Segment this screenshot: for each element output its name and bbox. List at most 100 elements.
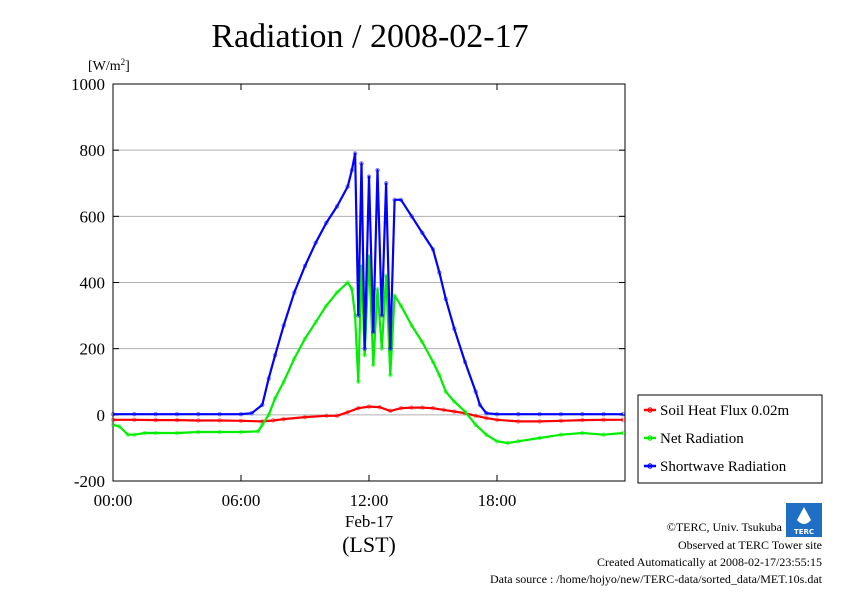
data-point-shortwave-radiation (601, 411, 606, 417)
legend-label: Net Radiation (660, 431, 744, 447)
data-point-shortwave-radiation (473, 389, 478, 394)
y-tick-label: 0 (97, 406, 106, 425)
data-point-shortwave-radiation (266, 376, 271, 381)
data-point-net-radiation (371, 363, 376, 368)
data-point-soil-heat-flux-0-02m (580, 417, 585, 423)
data-point-net-radiation (620, 430, 626, 436)
data-point-shortwave-radiation (388, 346, 393, 351)
data-point-soil-heat-flux-0-02m (516, 419, 521, 424)
data-point-net-radiation (217, 429, 222, 435)
data-point-shortwave-radiation (375, 167, 380, 173)
data-point-soil-heat-flux-0-02m (324, 413, 329, 419)
x-axis: 00:00 06:00 12:00 18:00 (94, 84, 516, 510)
data-point-net-radiation (345, 280, 350, 285)
data-point-shortwave-radiation (366, 174, 372, 179)
data-point-net-radiation (430, 359, 436, 365)
y-tick-label: 800 (80, 141, 106, 160)
data-point-net-radiation (266, 412, 271, 418)
x-tick-label: 00:00 (94, 491, 133, 510)
data-point-net-radiation (375, 286, 380, 292)
data-point-net-radiation (409, 323, 414, 328)
terc-logo: TERC (786, 503, 822, 537)
series-line-soil-heat-flux-0-02m (113, 405, 623, 423)
data-point-net-radiation (462, 409, 468, 414)
data-point-net-radiation (142, 430, 148, 436)
data-point-shortwave-radiation (272, 353, 278, 358)
data-point-shortwave-radiation (356, 313, 361, 318)
data-point-net-radiation (362, 353, 367, 358)
y-tick-label: -200 (74, 472, 105, 491)
x-tick-label: 12:00 (350, 491, 389, 510)
data-point-shortwave-radiation (437, 270, 442, 275)
data-point-net-radiation (174, 430, 180, 436)
data-point-net-radiation (260, 422, 265, 427)
data-point-soil-heat-flux-0-02m (217, 418, 222, 423)
legend-box (637, 394, 823, 484)
series-line-net-radiation (112, 254, 623, 445)
data-point-shortwave-radiation (362, 346, 367, 351)
data-point-net-radiation (473, 422, 478, 427)
created-text: Created Automatically at 2008-02-17/23:5… (597, 555, 822, 569)
data-point-shortwave-radiation (409, 214, 414, 219)
data-point-net-radiation (117, 424, 122, 429)
data-point-soil-heat-flux-0-02m (558, 418, 564, 423)
data-point-shortwave-radiation (452, 326, 457, 332)
legend-marker (647, 463, 653, 469)
data-point-net-radiation (516, 439, 521, 444)
data-point-shortwave-radiation (443, 296, 448, 302)
data-point-shortwave-radiation (260, 402, 265, 408)
data-point-shortwave-radiation (292, 290, 297, 295)
data-point-net-radiation (398, 303, 404, 308)
data-point-net-radiation (452, 399, 457, 404)
data-point-shortwave-radiation (196, 411, 201, 417)
data-point-shortwave-radiation (334, 204, 340, 209)
logo-drop-icon (797, 507, 811, 524)
data-point-net-radiation (324, 303, 329, 308)
data-point-net-radiation (153, 430, 158, 436)
data-point-net-radiation (505, 440, 510, 446)
copyright-text: ©TERC, Univ. Tsukuba (667, 520, 783, 534)
data-point-shortwave-radiation (398, 197, 404, 202)
data-point-shortwave-radiation (313, 240, 318, 245)
data-point-shortwave-radiation (558, 411, 564, 417)
data-point-shortwave-radiation (516, 411, 521, 417)
data-point-soil-heat-flux-0-02m (132, 417, 137, 422)
data-point-shortwave-radiation (620, 411, 626, 417)
data-point-net-radiation (352, 313, 358, 318)
data-point-shortwave-radiation (580, 411, 585, 417)
y-tick-label: 1000 (71, 75, 105, 94)
data-point-soil-heat-flux-0-02m (174, 417, 180, 423)
x-axis-label: (LST) (342, 532, 396, 557)
data-point-shortwave-radiation (420, 230, 425, 236)
data-point-shortwave-radiation (392, 197, 397, 202)
data-point-soil-heat-flux-0-02m (430, 406, 436, 411)
y-axis: 1000 800 600 400 200 0 -200 (71, 75, 625, 491)
data-point-shortwave-radiation (110, 411, 116, 417)
data-point-soil-heat-flux-0-02m (302, 414, 308, 420)
data-point-soil-heat-flux-0-02m (484, 415, 489, 421)
data-point-shortwave-radiation (324, 220, 329, 226)
data-point-soil-heat-flux-0-02m (270, 418, 276, 423)
data-point-net-radiation (580, 430, 585, 436)
data-point-soil-heat-flux-0-02m (345, 409, 350, 415)
y-tick-label: 600 (80, 207, 106, 226)
data-point-shortwave-radiation (371, 329, 376, 335)
data-point-net-radiation (302, 336, 308, 341)
data-point-shortwave-radiation (352, 151, 358, 156)
data-point-soil-heat-flux-0-02m (377, 405, 382, 410)
legend-label: Soil Heat Flux 0.02m (660, 403, 790, 419)
data-point-shortwave-radiation (238, 411, 244, 417)
data-point-net-radiation (125, 432, 131, 437)
data-point-shortwave-radiation (349, 167, 355, 173)
data-point-net-radiation (313, 320, 318, 325)
data-point-shortwave-radiation (484, 410, 489, 416)
data-point-soil-heat-flux-0-02m (537, 419, 542, 424)
data-point-net-radiation (292, 356, 297, 361)
data-point-net-radiation (349, 286, 355, 292)
data-point-net-radiation (443, 389, 448, 394)
data-point-soil-heat-flux-0-02m (281, 416, 286, 422)
data-point-net-radiation (356, 379, 361, 384)
data-source-text: Data source : /home/hojyo/new/TERC-data/… (490, 572, 823, 586)
legend-label: Shortwave Radiation (660, 459, 787, 475)
